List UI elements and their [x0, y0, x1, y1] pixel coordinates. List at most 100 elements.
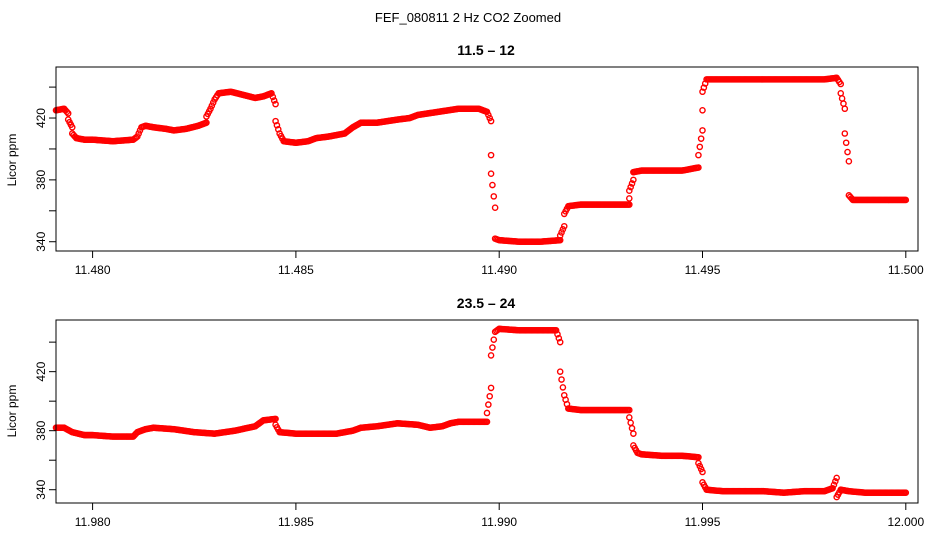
- data-point: [489, 181, 496, 189]
- y-tick-label: 420: [34, 108, 48, 128]
- data-points-top: [52, 74, 910, 246]
- data-point: [695, 164, 702, 171]
- chart-title-top: 11.5 – 12: [457, 42, 515, 58]
- data-point: [696, 143, 704, 151]
- y-tick-label: 340: [34, 231, 48, 251]
- data-point: [560, 222, 568, 230]
- figure-super-title: FEF_080811 2 Hz CO2 Zoomed: [375, 10, 561, 25]
- data-point: [695, 151, 702, 159]
- data-point: [833, 474, 840, 482]
- y-axis-label-top: Licor ppm: [5, 134, 19, 187]
- data-point: [558, 376, 565, 383]
- data-point: [485, 111, 492, 119]
- data-point: [487, 170, 495, 177]
- chart-panel-top: 11.5 – 12 Licor ppm 11.480 11.485 11.490 11…: [5, 42, 924, 277]
- chart-panel-bottom: 23.5 – 24 Licor ppm 11.980 11.985 11.990 11…: [5, 295, 924, 529]
- data-point: [203, 119, 210, 126]
- x-tick-label: 11.485: [278, 263, 314, 277]
- data-point: [555, 334, 563, 342]
- data-point: [840, 100, 847, 107]
- data-point: [837, 80, 845, 88]
- data-point: [490, 193, 498, 200]
- data-point: [135, 130, 142, 137]
- data-point: [68, 124, 76, 131]
- data-point: [554, 330, 561, 338]
- data-point: [627, 419, 634, 427]
- data-point: [63, 108, 71, 116]
- y-tick-label: 340: [34, 479, 48, 499]
- data-point: [626, 187, 633, 194]
- axes-bottom: 11.980 11.985 11.990 11.995 12.000 340 380 420: [34, 319, 924, 529]
- axes-top: 11.480 11.485 11.490 11.495 11.500 340 380 420: [34, 66, 924, 277]
- data-point: [902, 196, 910, 204]
- data-point: [483, 108, 491, 116]
- data-point: [832, 478, 839, 485]
- data-point: [837, 89, 845, 97]
- data-point: [830, 481, 838, 489]
- data-point: [626, 201, 633, 208]
- data-point: [838, 95, 846, 102]
- data-point: [483, 418, 491, 426]
- data-point: [628, 424, 636, 432]
- data-point: [626, 406, 633, 414]
- data-point: [208, 102, 216, 109]
- data-point: [134, 133, 141, 140]
- data-point: [269, 93, 277, 101]
- y-tick-label: 380: [34, 170, 48, 190]
- data-point: [485, 401, 492, 408]
- data-point: [842, 139, 850, 147]
- x-tick-label: 11.480: [75, 263, 111, 277]
- x-tick-label: 11.495: [685, 263, 721, 277]
- data-point: [552, 327, 560, 334]
- y-tick-label: 420: [34, 361, 48, 381]
- data-point: [558, 229, 565, 236]
- y-axis-label-bottom: Licor ppm: [5, 385, 19, 438]
- data-point: [902, 489, 910, 496]
- y-tick-label: 380: [34, 420, 48, 440]
- data-point: [697, 135, 705, 142]
- data-point: [841, 130, 849, 137]
- data-point: [699, 127, 706, 134]
- data-point: [487, 384, 495, 392]
- data-point: [626, 414, 633, 421]
- data-point: [491, 204, 499, 212]
- data-point: [699, 106, 706, 114]
- x-tick-label: 11.500: [888, 263, 924, 277]
- data-point: [627, 183, 634, 191]
- data-point: [556, 232, 564, 239]
- data-point: [556, 338, 564, 346]
- x-tick-label: 11.985: [278, 515, 314, 529]
- data-point: [829, 484, 836, 492]
- data-point: [487, 151, 495, 159]
- data-point: [630, 176, 637, 184]
- data-point: [64, 110, 72, 117]
- data-point: [209, 99, 217, 106]
- plot-frame: [55, 66, 919, 252]
- data-point: [845, 158, 853, 165]
- x-tick-label: 11.980: [75, 515, 111, 529]
- data-point: [630, 430, 637, 437]
- data-point: [559, 226, 567, 233]
- data-point: [841, 105, 849, 113]
- data-point: [272, 100, 279, 108]
- data-point: [270, 97, 278, 104]
- data-point: [844, 148, 851, 156]
- data-point: [628, 180, 636, 187]
- data-point: [559, 384, 567, 391]
- data-point: [487, 117, 495, 125]
- data-point: [207, 105, 214, 113]
- x-tick-label: 12.000: [887, 515, 924, 529]
- x-tick-label: 11.990: [481, 515, 517, 529]
- data-point: [489, 344, 496, 351]
- data-point: [486, 392, 494, 400]
- data-point: [556, 368, 564, 375]
- data-point: [486, 114, 494, 122]
- data-point: [487, 352, 495, 359]
- data-point: [626, 195, 633, 202]
- chart-title-bottom: 23.5 – 24: [457, 295, 516, 311]
- data-point: [699, 468, 706, 476]
- data-point: [483, 409, 491, 417]
- data-points-bottom: [52, 325, 910, 501]
- data-point: [490, 336, 498, 343]
